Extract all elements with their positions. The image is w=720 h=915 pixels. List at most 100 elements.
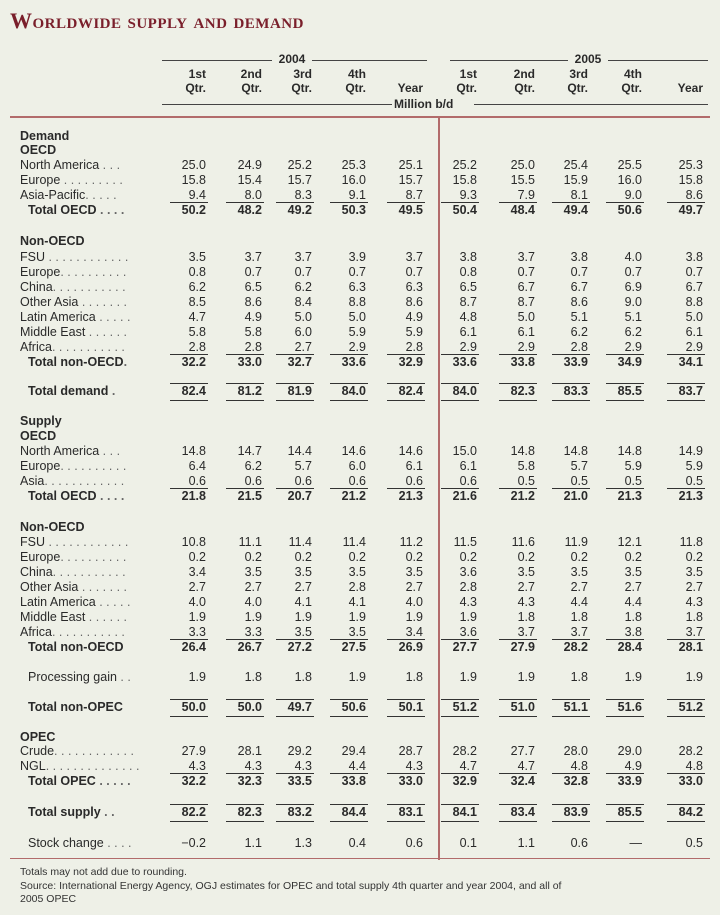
total-rule	[330, 821, 368, 822]
table-cell: 9.3	[459, 188, 477, 202]
sum-rule	[441, 383, 479, 384]
table-cell: 0.6	[405, 474, 423, 488]
table-cell: 0.5	[624, 474, 642, 488]
leader-dots: . . . . . .	[85, 325, 127, 339]
table-cell: 3.5	[517, 565, 535, 579]
sum-rule	[226, 383, 264, 384]
table-cell: 3.5	[624, 565, 642, 579]
leader-dots: . . . . . . .	[78, 295, 127, 309]
table-cell: 5.1	[624, 310, 642, 324]
leader-dots: . . . . . . . . . .	[60, 459, 127, 473]
table-cell: 32.9	[452, 774, 477, 788]
row-label-text: Africa	[20, 340, 52, 354]
row-label: Total OECD . . . .	[28, 489, 124, 504]
column-header: Year	[383, 67, 423, 95]
table-row: Other Asia . . . . . . . 2.7 2.7 2.7 2.8 2.7…	[0, 580, 720, 595]
table-cell: 11.5	[453, 535, 477, 549]
table-cell: 4.9	[624, 759, 642, 773]
row-label: Total supply . .	[28, 805, 115, 820]
table-cell: 27.5	[341, 640, 366, 654]
table-cell: 3.8	[459, 250, 477, 264]
table-cell: 49.5	[398, 203, 423, 217]
leader-dots: .	[123, 355, 128, 369]
table-cell: 34.1	[678, 355, 703, 369]
table-cell: 4.4	[570, 595, 588, 609]
total-rule	[499, 821, 537, 822]
table-cell: 5.1	[570, 310, 588, 324]
leader-dots: . .	[100, 805, 115, 819]
table-cell: 3.3	[244, 625, 262, 639]
total-rule	[387, 716, 425, 717]
row-label: Latin America . . . . .	[20, 595, 130, 610]
column-header-line2: Qtr.	[241, 81, 262, 95]
table-cell: 2.8	[570, 340, 588, 354]
table-cell: 81.9	[287, 384, 312, 398]
row-label: Other Asia . . . . . . .	[20, 295, 127, 310]
column-header-line2: Qtr.	[345, 81, 366, 95]
row-label-text: Total demand	[28, 384, 109, 398]
table-cell: 28.7	[398, 744, 423, 758]
table-cell: 3.8	[570, 250, 588, 264]
column-header-line1	[663, 67, 703, 81]
sum-rule	[170, 639, 208, 640]
table-cell: 3.7	[244, 250, 262, 264]
table-cell: 0.2	[517, 550, 535, 564]
row-label: Demand	[20, 129, 69, 144]
table-cell: 9.4	[188, 188, 206, 202]
table-cell: 15.8	[181, 173, 206, 187]
table-cell: 9.0	[624, 188, 642, 202]
table-cell: 6.5	[244, 280, 262, 294]
sum-rule	[499, 639, 537, 640]
table-cell: 6.2	[624, 325, 642, 339]
table-cell: 5.9	[685, 459, 703, 473]
table-cell: 33.8	[341, 774, 366, 788]
table-cell: 1.9	[188, 670, 206, 684]
column-header-line2: Qtr.	[567, 81, 588, 95]
table-cell: 8.1	[570, 188, 588, 202]
table-cell: 6.4	[188, 459, 206, 473]
table-cell: 0.7	[348, 265, 366, 279]
table-row: Total non-OECD 26.4 26.7 27.2 27.5 26.9 27.7 27…	[0, 640, 720, 655]
table-cell: 3.7	[517, 625, 535, 639]
sum-rule	[276, 202, 314, 203]
table-cell: 29.4	[341, 744, 366, 758]
table-cell: 3.7	[294, 250, 312, 264]
year-divider	[438, 116, 440, 860]
row-label: NGL. . . . . . . . . . . . . .	[20, 759, 139, 774]
table-cell: 4.8	[570, 759, 588, 773]
column-header-line1: 1st	[188, 67, 206, 81]
sum-rule	[276, 488, 314, 489]
table-cell: 15.5	[510, 173, 535, 187]
table-cell: 5.0	[685, 310, 703, 324]
total-rule	[441, 400, 479, 401]
table-cell: 2.8	[459, 580, 477, 594]
total-rule	[170, 400, 208, 401]
table-cell: 50.0	[181, 700, 206, 714]
table-cell: 4.7	[459, 759, 477, 773]
row-label: Total non-OECD	[28, 640, 124, 655]
table-cell: 1.9	[685, 670, 703, 684]
leader-dots: . . . .	[96, 489, 125, 503]
table-cell: 1.9	[624, 670, 642, 684]
table-cell: 0.6	[459, 474, 477, 488]
table-cell: 6.2	[294, 280, 312, 294]
row-label: Europe. . . . . . . . . .	[20, 459, 126, 474]
table-cell: 21.2	[510, 489, 535, 503]
table-cell: 28.2	[452, 744, 477, 758]
leader-dots: .	[108, 384, 116, 398]
table-cell: 25.0	[510, 158, 535, 172]
total-rule	[170, 821, 208, 822]
table-cell: 3.7	[570, 625, 588, 639]
table-cell: 11.1	[238, 535, 262, 549]
table-row: Other Asia . . . . . . . 8.5 8.6 8.4 8.8 8.6…	[0, 295, 720, 310]
row-label: North America . . .	[20, 444, 120, 459]
sum-rule	[170, 383, 208, 384]
table-cell: 33.0	[237, 355, 262, 369]
table-cell: 9.1	[348, 188, 366, 202]
table-cell: 0.1	[459, 836, 477, 850]
row-label: Africa. . . . . . . . . . .	[20, 340, 125, 355]
sum-rule	[499, 488, 537, 489]
header-divider	[10, 116, 710, 118]
table-cell: 6.1	[685, 325, 703, 339]
table-cell: 6.3	[348, 280, 366, 294]
